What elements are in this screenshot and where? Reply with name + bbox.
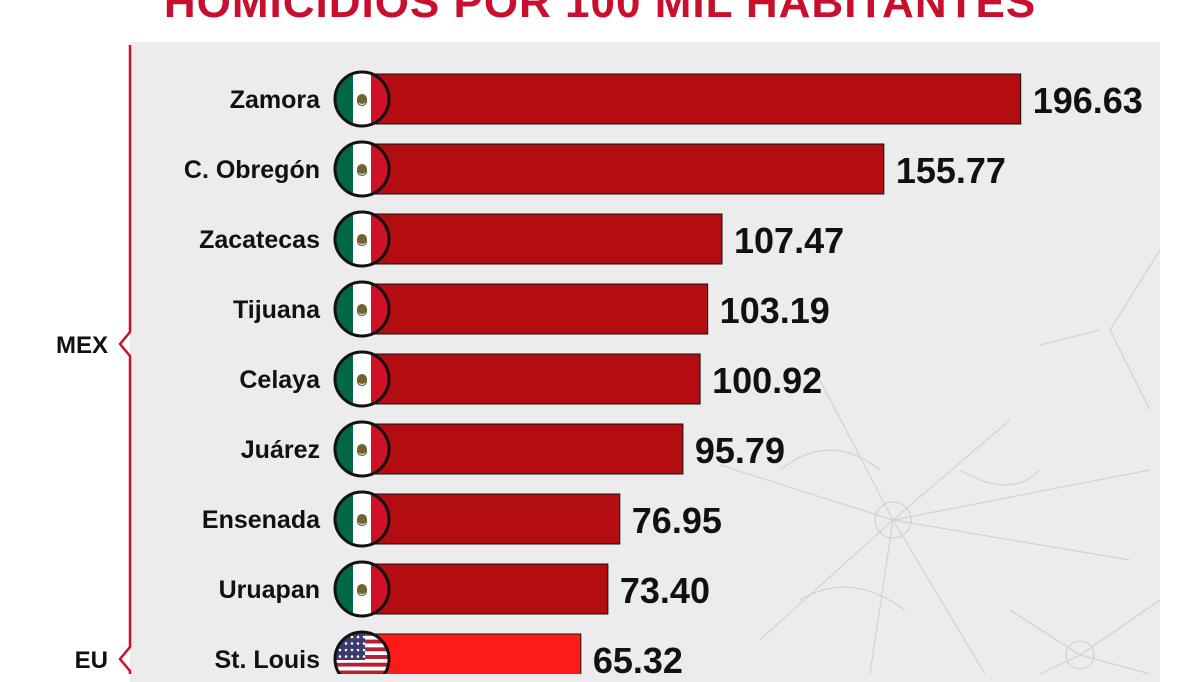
category-label: C. Obregón [184, 156, 320, 184]
category-label: Zacatecas [199, 226, 320, 254]
mexico-flag-icon [333, 280, 391, 338]
group-label: EU [75, 647, 108, 674]
mexico-flag-icon [333, 560, 391, 618]
group-bracket-eu [118, 629, 132, 674]
bar-7 [361, 563, 609, 615]
bar-4 [361, 353, 701, 405]
value-label: 107.47 [734, 220, 844, 261]
bar-0 [361, 73, 1022, 125]
glass-crack-decoration [719, 249, 1161, 674]
category-label: Ensenada [202, 506, 321, 534]
category-label: Juárez [241, 436, 320, 464]
chart-title: HOMICIDIOS POR 100 MIL HABITANTES [163, 0, 1037, 27]
value-label: 100.92 [712, 360, 822, 401]
mexico-flag-icon [333, 70, 391, 128]
value-label: 73.40 [620, 570, 710, 611]
usa-flag-icon [333, 630, 391, 674]
bar-8 [361, 633, 582, 674]
bar-1 [361, 143, 885, 195]
value-label: 196.63 [1033, 80, 1143, 121]
category-label: Celaya [239, 366, 321, 394]
category-label: Zamora [230, 86, 321, 114]
mexico-flag-icon [333, 420, 391, 478]
bar-5 [361, 423, 684, 475]
group-bracket-mex [118, 45, 132, 629]
bars: Zamora 196.63 C. Obregón 155.77 Zacatecas 107… [184, 70, 1143, 674]
mexico-flag-icon [333, 350, 391, 408]
value-label: 155.77 [896, 150, 1006, 191]
category-label: Tijuana [233, 296, 321, 324]
mexico-flag-icon [333, 210, 391, 268]
bar-6 [361, 493, 621, 545]
category-label: Uruapan [219, 576, 320, 604]
group-brackets: MEX EU [56, 45, 132, 674]
value-label: 65.32 [593, 640, 683, 674]
value-label: 76.95 [632, 500, 722, 541]
bar-3 [361, 283, 709, 335]
bar-2 [361, 213, 723, 265]
mexico-flag-icon [333, 490, 391, 548]
value-label: 95.79 [695, 430, 785, 471]
category-label: St. Louis [214, 646, 320, 674]
group-label: MEX [56, 332, 108, 359]
value-label: 103.19 [720, 290, 830, 331]
mexico-flag-icon [333, 140, 391, 198]
